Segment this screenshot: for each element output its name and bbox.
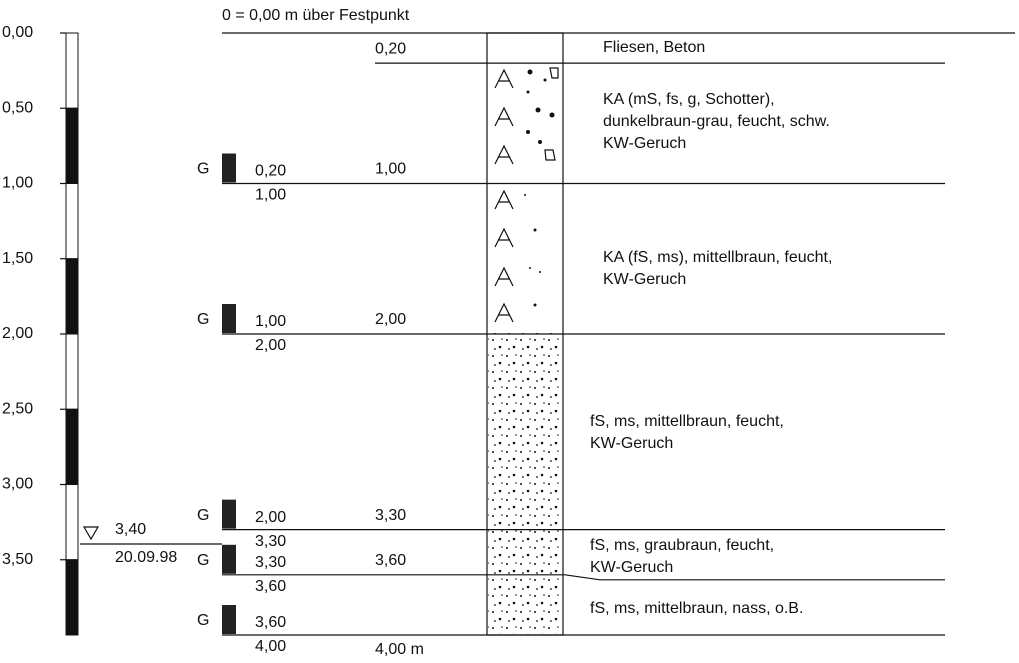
layer-description: KW-Geruch (603, 135, 686, 152)
layer-description: KW-Geruch (603, 271, 686, 288)
scale-label: 0,00 (2, 24, 33, 41)
sample-to: 3,60 (255, 578, 286, 595)
scale-label: 1,50 (2, 250, 33, 267)
sample-marker (222, 154, 236, 183)
sample-to: 3,30 (255, 533, 286, 550)
water-level-date: 20.09.98 (115, 549, 177, 566)
scale-label: 1,00 (2, 175, 33, 192)
scale-label: 2,00 (2, 325, 33, 342)
layer-bottom: 3,60 (375, 552, 406, 569)
scale-label: 3,00 (2, 476, 33, 493)
header-title: 0 = 0,00 m über Festpunkt (222, 7, 410, 24)
layer-description: KW-Geruch (590, 559, 673, 576)
borehole-log: 0 = 0,00 m über Festpunkt 3,40 20.09.98 … (0, 0, 1019, 663)
layer-boundary (222, 575, 945, 580)
layer-bottom: 0,20 (375, 40, 406, 57)
fill-hatch (524, 70, 555, 307)
layer-description: fS, ms, mittellbraun, feucht, (590, 413, 784, 430)
sample-label: G (197, 552, 209, 569)
scale-label: 2,50 (2, 400, 33, 417)
clay-hatch (495, 68, 558, 322)
scale-label: 3,50 (2, 551, 33, 568)
sample-label: G (197, 612, 209, 629)
sample-label: G (197, 311, 209, 328)
sample-from: 0,20 (255, 163, 286, 180)
water-level-depth: 3,40 (115, 521, 146, 538)
scale-segment (66, 108, 78, 183)
scale-segment (66, 33, 78, 108)
sample-from: 3,60 (255, 614, 286, 631)
layer-bottom: 2,00 (375, 311, 406, 328)
sample-from: 1,00 (255, 313, 286, 330)
sample-marker (222, 304, 236, 333)
layer-bottom: 4,00 m (375, 641, 424, 658)
scale-segment (66, 259, 78, 334)
sample-label: G (197, 161, 209, 178)
scale-segment (66, 560, 78, 635)
layer-description: Fliesen, Beton (603, 39, 705, 56)
sample-marker (222, 500, 236, 529)
sample-to: 1,00 (255, 187, 286, 204)
scale-segment (66, 409, 78, 484)
page: {"header": {"title": "0 = 0,00 m über Fe… (0, 0, 1019, 663)
layer-description: fS, ms, graubraun, feucht, (590, 537, 774, 554)
layer-description: KA (mS, fs, g, Schotter), (603, 91, 775, 108)
scale-segment (66, 184, 78, 259)
scale-segment (66, 334, 78, 409)
layer-description: dunkelbraun-grau, feucht, schw. (603, 113, 830, 130)
sand-hatch (488, 333, 562, 634)
sample-to: 2,00 (255, 337, 286, 354)
water-level-symbol (84, 527, 98, 539)
layer-bottom: 3,30 (375, 507, 406, 524)
sample-label: G (197, 507, 209, 524)
layer-bottom: 1,00 (375, 161, 406, 178)
scale-segment (66, 485, 78, 560)
scale-label: 0,50 (2, 99, 33, 116)
layer-description: fS, ms, mittelbraun, nass, o.B. (590, 600, 803, 617)
sample-from: 2,00 (255, 509, 286, 526)
sample-to: 4,00 (255, 638, 286, 655)
sample-marker (222, 545, 236, 574)
sample-from: 3,30 (255, 554, 286, 571)
sample-marker (222, 605, 236, 634)
layer-description: KW-Geruch (590, 435, 673, 452)
layer-description: KA (fS, ms), mittellbraun, feucht, (603, 249, 832, 266)
